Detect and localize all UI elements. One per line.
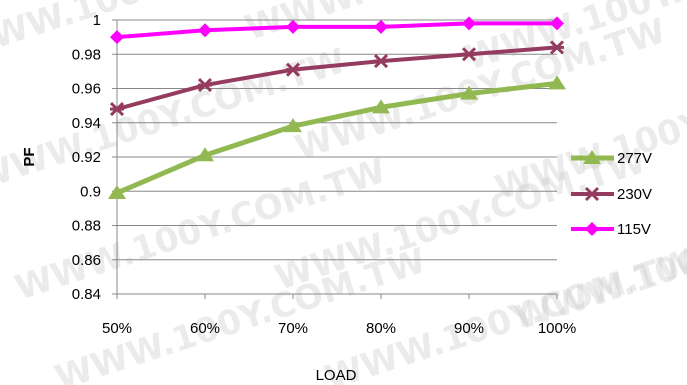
legend: 277V 230V 115V [571,150,652,238]
y-axis-title: PF [21,147,38,166]
series-layer [108,16,566,199]
y-tick-label: 0.86 [72,252,101,269]
series-277V [108,75,566,199]
data-point [108,184,126,199]
series-230V [109,40,565,117]
data-point [462,16,476,31]
y-tick-label: 0.94 [72,115,101,132]
x-tick-labels: 50% 60% 70% 80% 90% 100% [102,320,576,337]
data-point [109,101,125,117]
x-tick-label: 80% [366,320,396,337]
data-point [374,19,388,34]
y-tick-label: 0.84 [72,286,101,303]
data-point [373,54,389,69]
x-tick-label: 70% [278,320,308,337]
x-axis-title: LOAD [316,367,357,384]
series-line [116,21,557,40]
data-point [548,75,566,90]
y-tick-label: 0.92 [72,149,101,166]
legend-label: 115V [617,221,651,238]
legend-label: 230V [617,186,652,203]
series-line [116,80,558,196]
axes [112,19,558,299]
legend-item-115V: 115V [571,221,651,238]
x-tick-label: 60% [190,320,220,337]
series-115V [110,16,564,45]
x-tick-label: 50% [102,320,132,337]
legend-label: 277V [617,150,652,167]
legend-marker [584,186,600,202]
y-tick-labels: 1 0.98 0.96 0.94 0.92 0.9 0.88 0.86 0.84 [72,12,101,303]
data-point [550,16,564,31]
data-point [196,147,214,162]
legend-marker [585,222,599,236]
data-point [197,78,213,93]
data-point [110,30,124,45]
data-point [286,19,300,34]
series-line [116,45,558,111]
legend-item-277V: 277V [571,150,652,167]
y-tick-label: 0.98 [72,46,101,63]
data-point [285,62,301,77]
data-point [372,99,390,114]
data-point [461,47,477,62]
y-tick-label: 0.96 [72,81,101,98]
x-tick-label: 90% [454,320,484,337]
x-tick-label: 100% [538,320,576,337]
data-point [284,118,302,133]
data-point [460,85,478,100]
legend-marker [583,150,601,164]
legend-item-230V: 230V [571,186,652,203]
data-point [549,40,565,55]
y-tick-label: 0.88 [72,218,101,235]
y-tick-label: 0.9 [80,183,101,200]
data-point [198,23,212,38]
y-tick-label: 1 [93,12,101,29]
